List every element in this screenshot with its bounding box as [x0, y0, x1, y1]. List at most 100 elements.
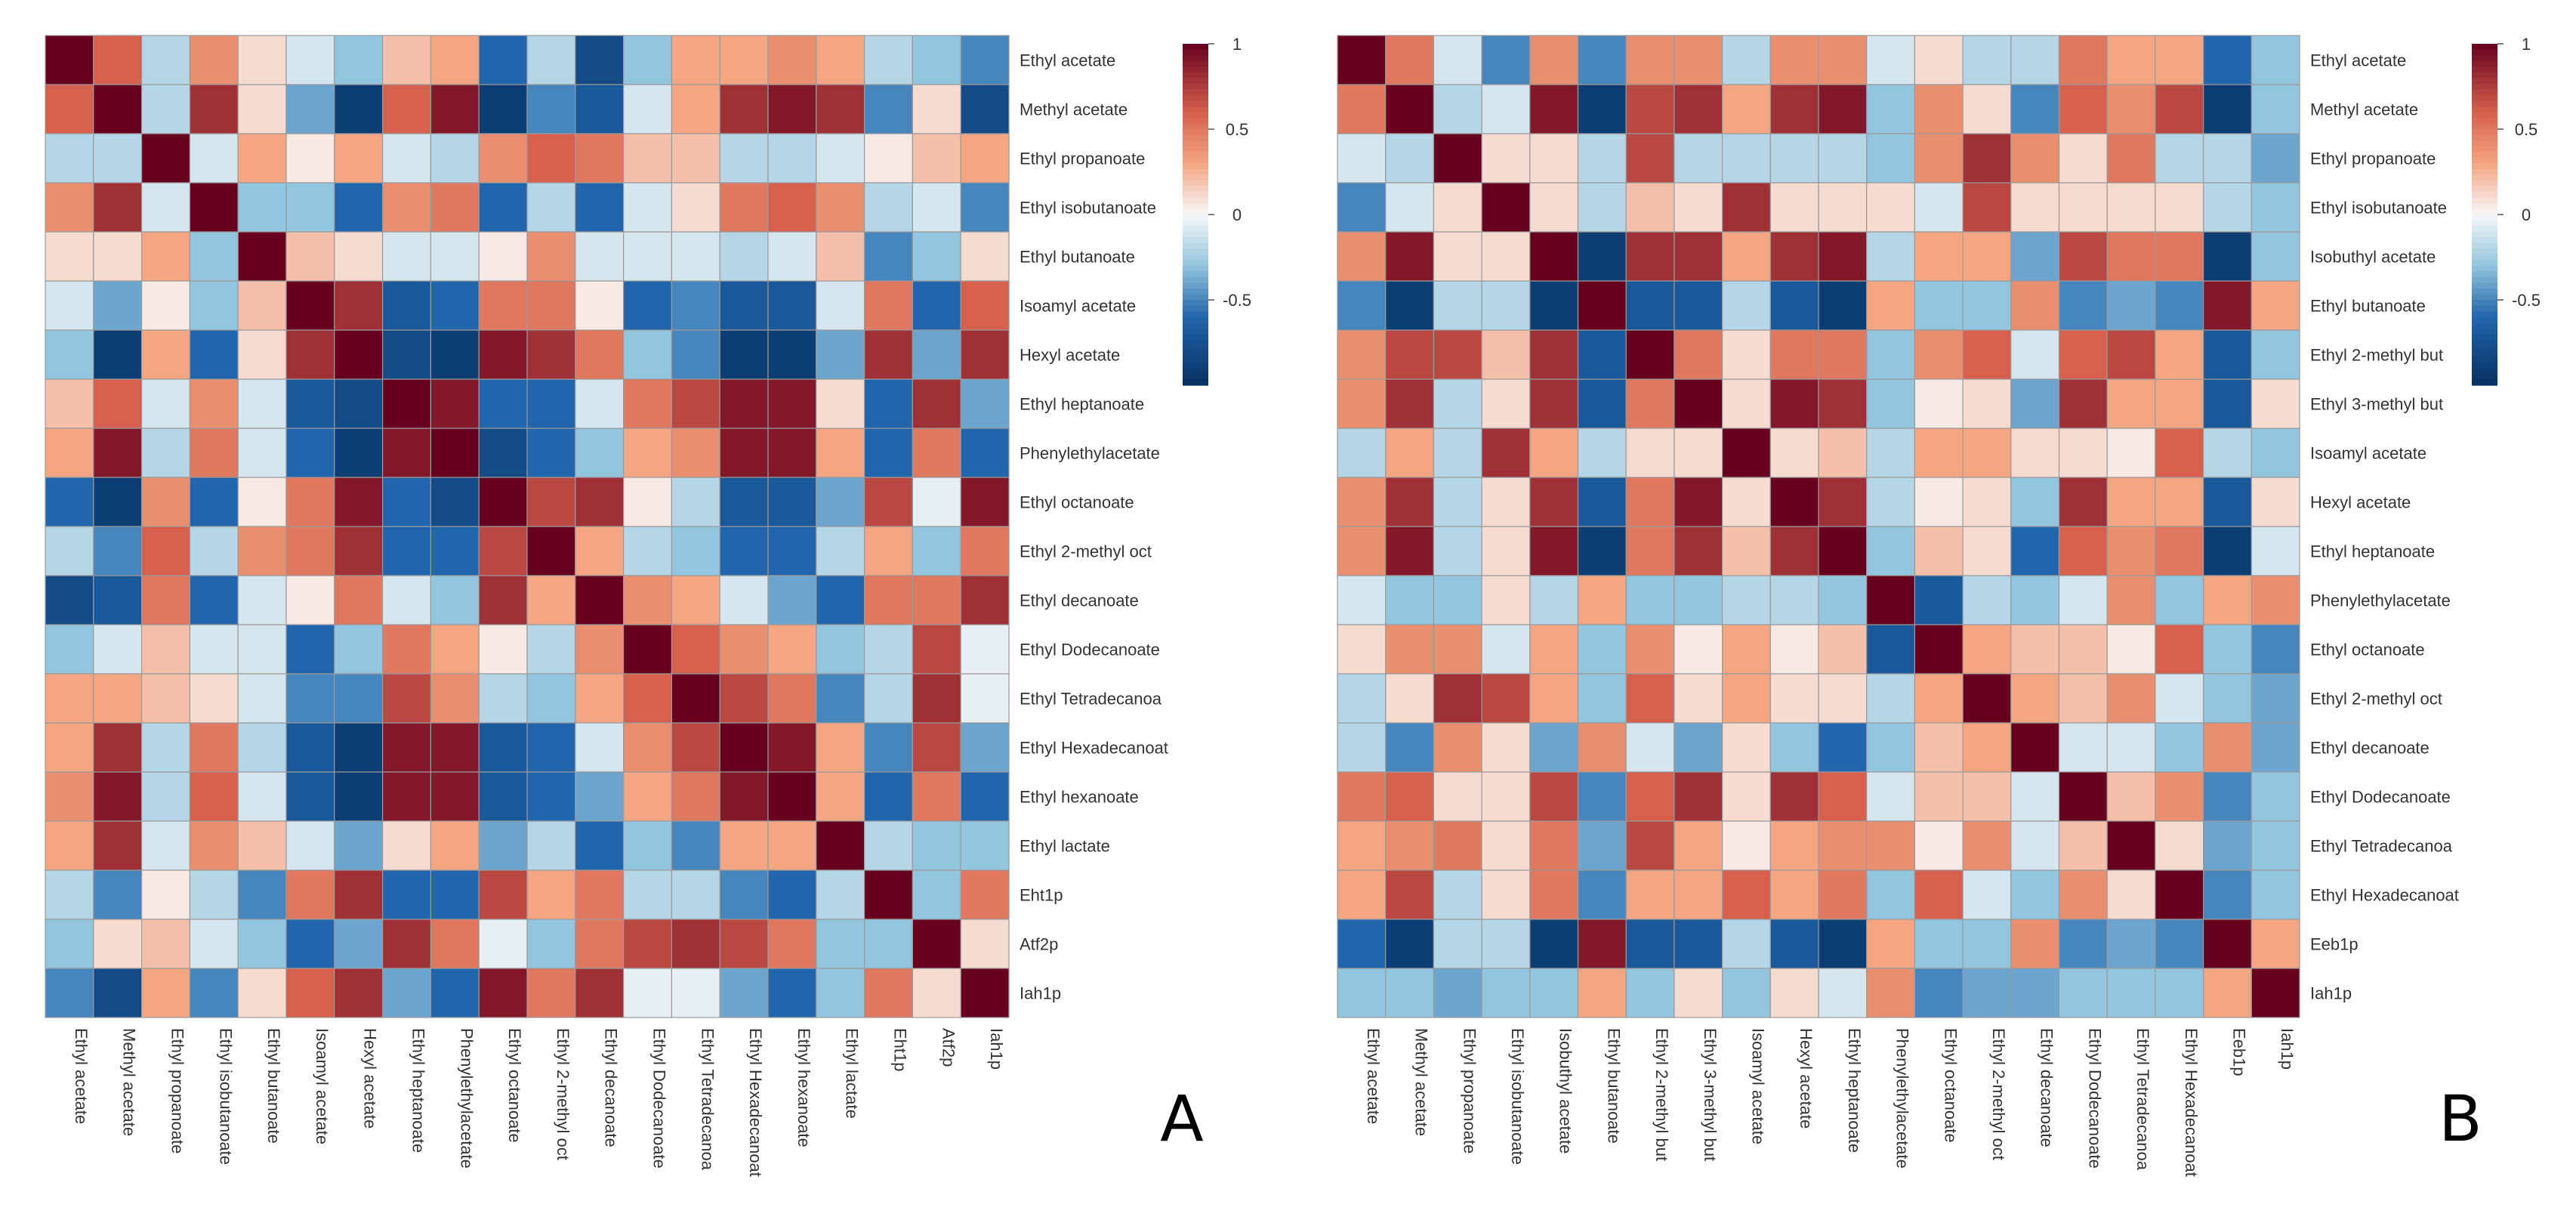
- colorbar-tick-label: 0: [2522, 205, 2531, 224]
- heatmap-cell: [1914, 673, 1964, 724]
- heatmap-cell: [1674, 428, 1723, 478]
- row-label: Ethyl Hexadecanoat: [2310, 886, 2459, 905]
- heatmap-cell: [1962, 673, 2012, 724]
- heatmap-cell: [189, 771, 239, 822]
- heatmap-cell: [45, 624, 94, 675]
- colorbar-segment: [2472, 117, 2497, 125]
- heatmap-panel-b: Ethyl acetate Methyl acetate Ethyl propano…: [1337, 35, 2541, 1177]
- heatmap-cell: [526, 280, 576, 331]
- heatmap-cell: [960, 869, 1010, 920]
- heatmap-cell: [863, 428, 913, 478]
- heatmap-cell: [478, 869, 528, 920]
- heatmap-cell: [430, 919, 480, 969]
- column-label: Ethyl propanoate: [1460, 1028, 1479, 1153]
- heatmap-cell: [2203, 329, 2252, 380]
- heatmap-cell: [2106, 526, 2156, 576]
- heatmap-cell: [2010, 231, 2060, 282]
- heatmap-cell: [93, 182, 143, 233]
- colorbar-segment: [2472, 168, 2497, 175]
- heatmap-cell: [334, 575, 384, 625]
- heatmap-cell: [237, 477, 287, 527]
- heatmap-cell: [2251, 673, 2300, 724]
- colorbar-segment: [1183, 60, 1208, 67]
- colorbar-segment: [1183, 49, 1208, 56]
- heatmap-cell: [2058, 133, 2108, 184]
- colorbar-segment: [2472, 152, 2497, 159]
- heatmap-cell: [622, 35, 672, 85]
- heatmap-cell: [334, 919, 384, 969]
- heatmap-cell: [526, 624, 576, 675]
- heatmap-cell: [1866, 477, 1915, 527]
- heatmap-cell: [1914, 575, 1964, 625]
- heatmap-cell: [2251, 919, 2300, 969]
- heatmap-cell: [1385, 575, 1434, 625]
- colorbar-segment: [1183, 317, 1208, 323]
- heatmap-cell: [430, 280, 480, 331]
- heatmap-cell: [334, 280, 384, 331]
- heatmap-cell: [141, 133, 191, 184]
- heatmap-cell: [816, 624, 865, 675]
- colorbar-segment: [2472, 197, 2497, 204]
- heatmap-cell: [1529, 869, 1579, 920]
- heatmap-cell: [93, 968, 143, 1018]
- heatmap-cell: [93, 329, 143, 380]
- colorbar-tick-label: 0.5: [1226, 120, 1249, 139]
- heatmap-cell: [2106, 133, 2156, 184]
- heatmap-cell: [1337, 329, 1387, 380]
- heatmap-cell: [1914, 231, 1964, 282]
- heatmap-cell: [478, 526, 528, 576]
- heatmap-cell: [45, 575, 94, 625]
- colorbar-segment: [1183, 351, 1208, 357]
- heatmap-cell: [430, 771, 480, 822]
- heatmap-cell: [1818, 624, 1868, 675]
- colorbar-segment: [1183, 117, 1208, 125]
- row-label: Ethyl octanoate: [1020, 493, 1134, 512]
- heatmap-cell: [2155, 477, 2204, 527]
- heatmap-cell: [1866, 722, 1915, 773]
- heatmap-cell: [382, 35, 432, 85]
- heatmap-cell: [1914, 919, 1964, 969]
- heatmap-cell: [526, 575, 576, 625]
- heatmap-cell: [2203, 624, 2252, 675]
- heatmap-cell: [285, 575, 335, 625]
- row-label: Ethyl Dodecanoate: [2310, 788, 2451, 807]
- heatmap-cell: [622, 378, 672, 429]
- heatmap-cell: [1385, 280, 1434, 331]
- heatmap-cell: [575, 968, 625, 1018]
- heatmap-cell: [2203, 575, 2252, 625]
- heatmap-cell: [1529, 722, 1579, 773]
- heatmap-cell: [2155, 84, 2204, 134]
- heatmap-cell: [719, 280, 769, 331]
- heatmap-cell: [622, 722, 672, 773]
- heatmap-cell: [1625, 526, 1675, 576]
- heatmap-cell: [141, 722, 191, 773]
- heatmap-cell: [1674, 526, 1723, 576]
- heatmap-cell: [1769, 428, 1819, 478]
- colorbar-segment: [2472, 311, 2497, 318]
- heatmap-cell: [93, 771, 143, 822]
- heatmap-cell: [478, 280, 528, 331]
- heatmap-cell: [1385, 919, 1434, 969]
- heatmap-cell: [2203, 428, 2252, 478]
- heatmap-cell: [767, 968, 817, 1018]
- heatmap-cell: [2155, 133, 2204, 184]
- colorbar-segment: [1183, 180, 1208, 187]
- heatmap-cell: [767, 477, 817, 527]
- column-label: Ethyl Tetradecanoa: [2133, 1028, 2152, 1171]
- colorbar-segment: [1183, 72, 1208, 79]
- heatmap-cell: [912, 182, 961, 233]
- heatmap-cell: [478, 428, 528, 478]
- heatmap-cell: [671, 84, 720, 134]
- heatmap-cell: [1722, 477, 1771, 527]
- heatmap-cell: [2058, 182, 2108, 233]
- heatmap-cell: [189, 722, 239, 773]
- heatmap-cell: [1866, 624, 1915, 675]
- heatmap-cell: [575, 329, 625, 380]
- heatmap-cell: [526, 35, 576, 85]
- heatmap-cell: [1722, 968, 1771, 1018]
- heatmap-cell: [1818, 84, 1868, 134]
- heatmap-cell: [2058, 477, 2108, 527]
- heatmap-cell: [767, 182, 817, 233]
- heatmap-cell: [1914, 869, 1964, 920]
- column-label: Ethyl octanoate: [1941, 1028, 1960, 1143]
